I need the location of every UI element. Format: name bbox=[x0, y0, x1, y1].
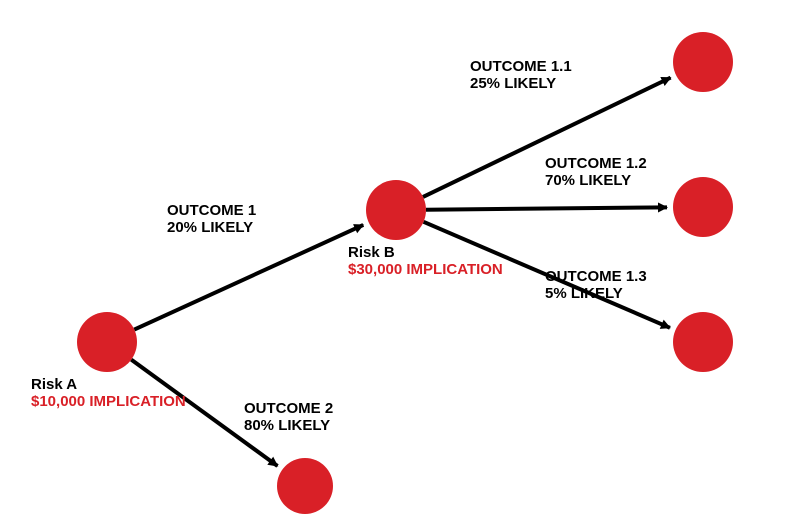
label-outcome2: OUTCOME 280% LIKELY bbox=[244, 400, 333, 435]
label-outcome11: OUTCOME 1.125% LIKELY bbox=[470, 58, 572, 93]
diagram-stage: Risk A$10,000 IMPLICATION Risk B$30,000 I… bbox=[0, 0, 802, 519]
node-out2 bbox=[277, 458, 333, 514]
label-outcome1: OUTCOME 120% LIKELY bbox=[167, 202, 256, 237]
outcome1-line1: OUTCOME 1 bbox=[167, 202, 256, 219]
outcome12-line2: 70% LIKELY bbox=[545, 172, 647, 189]
outcome11-line1: OUTCOME 1.1 bbox=[470, 58, 572, 75]
label-riskA: Risk A$10,000 IMPLICATION bbox=[31, 376, 186, 411]
outcome11-line2: 25% LIKELY bbox=[470, 75, 572, 92]
outcome2-line2: 80% LIKELY bbox=[244, 417, 333, 434]
edge-riskA-riskB bbox=[134, 225, 363, 330]
riskA-title: Risk A bbox=[31, 376, 186, 393]
riskB-title: Risk B bbox=[348, 244, 503, 261]
outcome12-line1: OUTCOME 1.2 bbox=[545, 155, 647, 172]
outcome2-line1: OUTCOME 2 bbox=[244, 400, 333, 417]
edge-riskB-out12 bbox=[426, 207, 667, 209]
node-out11 bbox=[673, 32, 733, 92]
node-out12 bbox=[673, 177, 733, 237]
outcome13-line1: OUTCOME 1.3 bbox=[545, 268, 647, 285]
label-outcome12: OUTCOME 1.270% LIKELY bbox=[545, 155, 647, 190]
label-outcome13: OUTCOME 1.35% LIKELY bbox=[545, 268, 647, 303]
outcome13-line2: 5% LIKELY bbox=[545, 285, 647, 302]
outcome1-line2: 20% LIKELY bbox=[167, 219, 256, 236]
riskB-implication: $30,000 IMPLICATION bbox=[348, 261, 503, 278]
node-out13 bbox=[673, 312, 733, 372]
node-riskA bbox=[77, 312, 137, 372]
node-riskB bbox=[366, 180, 426, 240]
label-riskB: Risk B$30,000 IMPLICATION bbox=[348, 244, 503, 279]
riskA-implication: $10,000 IMPLICATION bbox=[31, 393, 186, 410]
